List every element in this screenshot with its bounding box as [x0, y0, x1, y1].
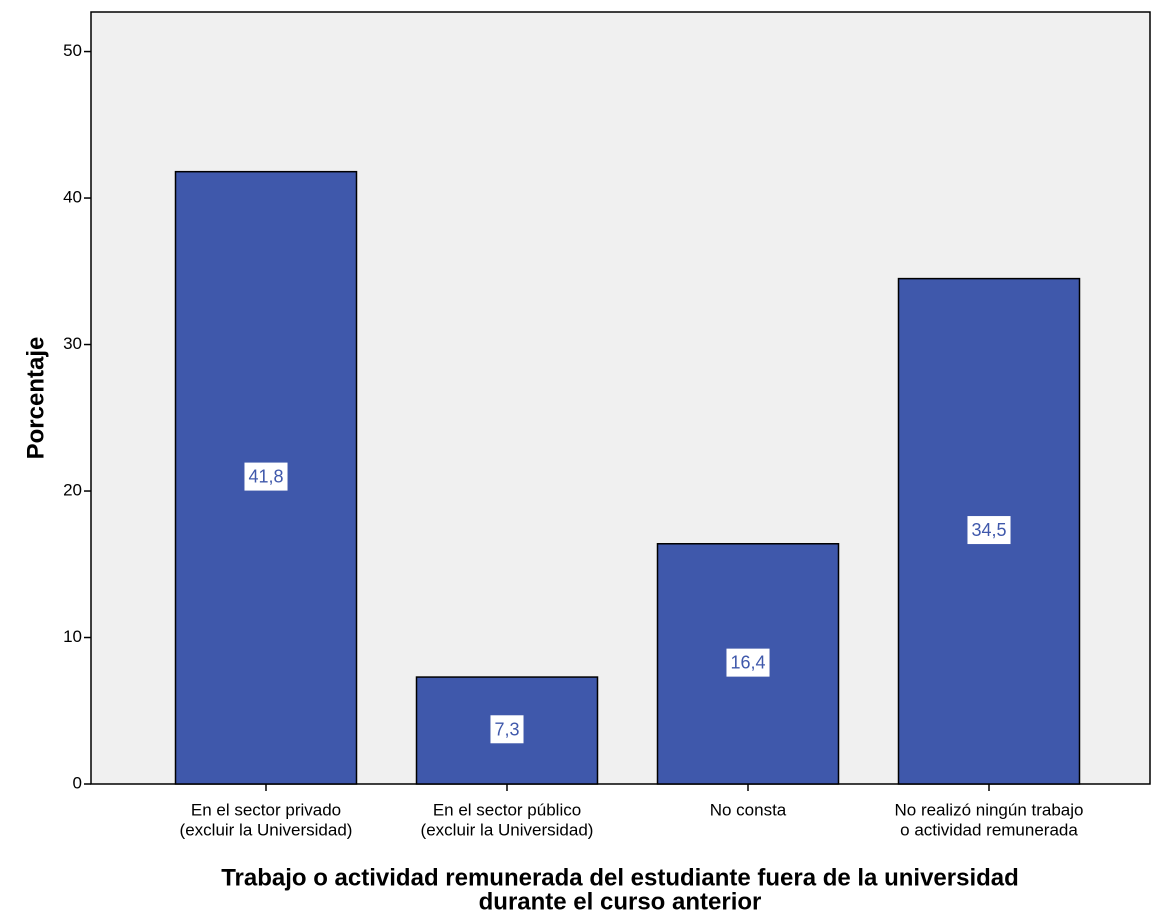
x-tick-label: En el sector público: [433, 800, 581, 819]
value-label: 34,5: [971, 520, 1006, 540]
value-label-box: [490, 715, 524, 744]
y-tick-label: 30: [63, 334, 82, 353]
x-tick-label: No consta: [710, 800, 787, 819]
value-label-box: [244, 462, 288, 491]
x-tick-label: (excluir la Universidad): [421, 820, 594, 839]
value-label-box: [967, 516, 1011, 545]
value-label: 16,4: [730, 653, 765, 673]
x-tick-label: No realizó ningún trabajo: [894, 800, 1083, 819]
value-label: 7,3: [494, 719, 519, 739]
y-tick-label: 40: [63, 188, 82, 207]
y-tick-label: 10: [63, 627, 82, 646]
x-tick-label: En el sector privado: [191, 800, 341, 819]
y-tick-label: 0: [73, 773, 82, 792]
value-label-box: [726, 648, 770, 677]
x-tick-label: o actividad remunerada: [900, 820, 1078, 839]
y-tick-label: 50: [63, 41, 82, 60]
y-axis-label: Porcentaje: [22, 337, 49, 460]
x-tick-label: (excluir la Universidad): [180, 820, 353, 839]
y-tick-label: 20: [63, 481, 82, 500]
x-axis-label: Trabajo o actividad remunerada del estud…: [221, 864, 1019, 891]
value-label: 41,8: [248, 467, 283, 487]
x-axis-label: durante el curso anterior: [479, 888, 762, 915]
